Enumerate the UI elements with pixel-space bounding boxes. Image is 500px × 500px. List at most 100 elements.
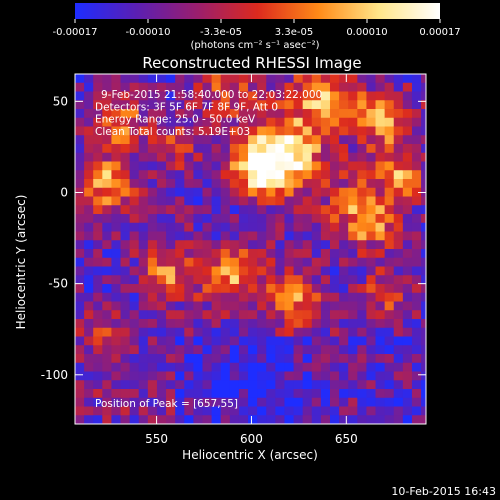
heatmap-cell (93, 266, 103, 276)
heatmap-cell (357, 161, 368, 171)
heatmap-cell (293, 135, 304, 145)
heatmap-cell (302, 249, 313, 259)
heatmap-cell (339, 319, 349, 329)
heatmap-cell (275, 266, 286, 276)
heatmap-cell (411, 82, 422, 93)
heatmap-cell (375, 415, 386, 424)
heatmap-cell (211, 310, 222, 320)
heatmap-cell (248, 152, 258, 163)
heatmap-cell (302, 187, 313, 198)
heatmap-cell (75, 161, 85, 171)
heatmap-cell (284, 380, 295, 390)
heatmap-cell (348, 371, 358, 381)
heatmap-cell (384, 380, 395, 390)
heatmap-cell (302, 345, 313, 355)
heatmap-cell (229, 109, 240, 119)
heatmap-cell (193, 91, 204, 101)
heatmap-cell (402, 345, 413, 355)
heatmap-cell (366, 257, 377, 268)
heatmap-cell (120, 170, 131, 180)
heatmap-cell (147, 205, 158, 215)
heatmap-cell (384, 406, 395, 416)
heatmap-cell (147, 327, 158, 338)
heatmap-cell (266, 179, 276, 189)
heatmap-cell (75, 345, 85, 355)
heatmap-cell (366, 152, 377, 163)
heatmap-cell (221, 424, 231, 433)
heatmap-cell (229, 249, 240, 259)
heatmap-cell (402, 389, 413, 399)
heatmap-cell (193, 354, 204, 364)
heatmap-cell (202, 310, 213, 320)
heatmap-cell (175, 170, 185, 180)
heatmap-cell (129, 284, 140, 294)
heatmap-cell (129, 100, 140, 110)
heatmap-cell (147, 109, 158, 119)
heatmap-cell (238, 257, 249, 268)
heatmap-cell (393, 240, 404, 250)
heatmap-cell (393, 371, 404, 381)
heatmap-cell (211, 187, 222, 198)
heatmap-cell (102, 362, 113, 373)
heatmap-cell (220, 336, 231, 346)
heatmap-cell (156, 249, 167, 259)
heatmap-cell (320, 327, 331, 338)
heatmap-cell (284, 310, 295, 320)
heatmap-cell (229, 327, 240, 338)
heatmap-cell (129, 74, 140, 84)
heatmap-cell (111, 91, 122, 101)
heatmap-cell (394, 424, 404, 433)
heatmap-cell (202, 301, 213, 311)
heatmap-cell (138, 117, 149, 128)
heatmap-cell (320, 170, 331, 180)
heatmap-cell (184, 240, 194, 250)
heatmap-cell (311, 380, 322, 390)
heatmap-cell (120, 82, 131, 93)
heatmap-cell (248, 126, 258, 136)
heatmap-cell (202, 91, 213, 101)
heatmap-cell (129, 249, 140, 259)
heatmap-cell (284, 214, 295, 224)
heatmap-cell (211, 319, 222, 329)
heatmap-cell (402, 91, 413, 101)
heatmap-cell (339, 74, 349, 84)
heatmap-cell (147, 371, 158, 381)
heatmap-cell (211, 109, 222, 119)
heatmap-cell (220, 397, 231, 408)
heatmap-cell (111, 82, 122, 93)
heatmap-cell (402, 310, 413, 320)
heatmap-cell (366, 389, 377, 399)
heatmap-cell (211, 152, 222, 163)
heatmap-cell (357, 231, 368, 241)
heatmap-cell (120, 275, 131, 285)
heatmap-cell (384, 310, 395, 320)
heatmap-cell (202, 135, 213, 145)
heatmap-cell (257, 292, 267, 303)
heatmap-cell (238, 214, 249, 224)
heatmap-cell (248, 292, 258, 303)
heatmap-cell (184, 380, 194, 390)
heatmap-cell (421, 275, 426, 285)
y-tick-label: -100 (41, 368, 68, 382)
heatmap-cell (211, 354, 222, 364)
heatmap-cell (220, 380, 231, 390)
heatmap-cell (193, 117, 204, 128)
heatmap-cell (238, 144, 249, 154)
heatmap-cell (366, 82, 377, 93)
heatmap-cell (238, 196, 249, 206)
heatmap-cell (193, 179, 204, 189)
heatmap-cell (229, 74, 240, 84)
heatmap-cell (275, 319, 286, 329)
heatmap-cell (184, 371, 194, 381)
heatmap-cell (421, 266, 426, 276)
heatmap-cell (248, 362, 258, 373)
heatmap-cell (411, 345, 422, 355)
heatmap-cell (411, 170, 422, 180)
heatmap-cell (393, 406, 404, 416)
heatmap-cell (357, 345, 368, 355)
heatmap-cell (421, 292, 426, 303)
heatmap-cell (129, 371, 140, 381)
heatmap-cell (348, 144, 358, 154)
heatmap-cell (339, 170, 349, 180)
heatmap-cell (275, 205, 286, 215)
